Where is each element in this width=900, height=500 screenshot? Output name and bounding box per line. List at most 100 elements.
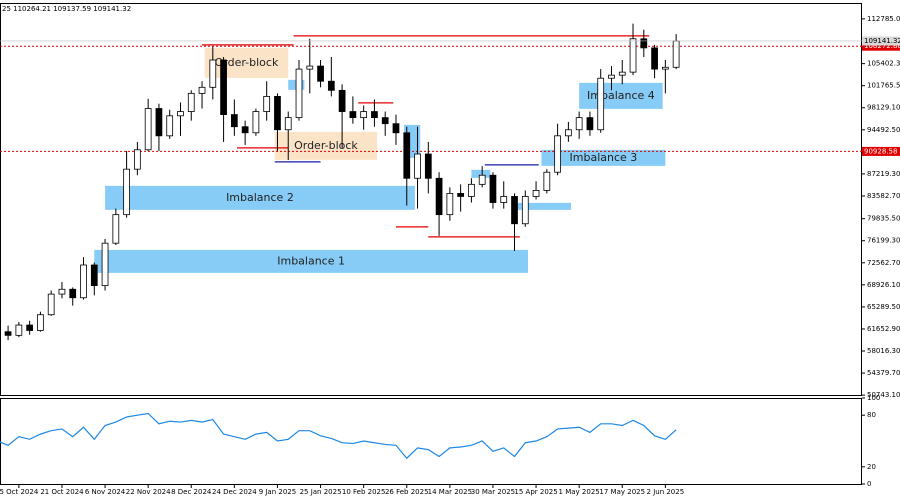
candle-body [112, 214, 120, 244]
candle-body [338, 89, 346, 112]
zone [471, 169, 491, 178]
candle-body [144, 108, 152, 151]
x-tick-label: 25 Jan 2025 [300, 488, 342, 496]
candle-body [672, 40, 680, 68]
candle-body [295, 68, 303, 119]
zone-label: Imbalance 4 [587, 89, 655, 102]
candle-body [15, 324, 23, 336]
candle-body [220, 59, 227, 115]
rsi-line [0, 412, 677, 460]
candle-body [371, 111, 378, 119]
x-tick-label: 10 Feb 2025 [342, 488, 386, 496]
candle-body [327, 80, 335, 91]
header: 25 110264.21 109137.59 109141.32 [2, 5, 131, 13]
zone [274, 131, 378, 160]
candle-body [306, 65, 314, 70]
candle-body [500, 196, 508, 203]
y-tick-label: 61652.90 [867, 325, 900, 333]
candle-body [101, 242, 109, 287]
zone-label: Imbalance 3 [570, 151, 638, 164]
candle-body [47, 293, 55, 316]
y-tick-label: 65289.50 [867, 303, 900, 311]
main-frame [0, 3, 862, 396]
level-label: 90928.58 [864, 147, 897, 155]
candle-body [26, 324, 33, 331]
x-tick-label: 5 Oct 2024 [0, 488, 39, 496]
y-tick-label: 76199.30 [867, 237, 900, 245]
rsi-tick-label: 80 [867, 411, 876, 419]
zone [579, 82, 663, 109]
y-tick-label: 54379.70 [867, 369, 900, 377]
y-tick-label: 87219.30 [867, 170, 900, 178]
candle-body [284, 117, 292, 131]
rsi-tick-label: 100 [867, 394, 880, 402]
candle-body [392, 123, 400, 134]
x-tick-label: 30 Mar 2025 [471, 488, 515, 496]
candle-body [317, 65, 324, 82]
candle-body [230, 114, 238, 128]
candle-body [263, 95, 271, 112]
level-badge [862, 41, 900, 51]
x-tick-label: 26 Feb 2025 [385, 488, 429, 496]
candle-body [424, 153, 432, 179]
candle-body [586, 117, 594, 131]
candle-body [198, 86, 206, 94]
candle-body [209, 59, 217, 88]
x-tick-label: 2 Jun 2025 [647, 488, 685, 496]
candle-body [651, 47, 658, 70]
y-tick-label: 79835.50 [867, 215, 900, 223]
zone [94, 249, 528, 273]
candle-body [381, 117, 389, 125]
zone [204, 47, 289, 78]
y-tick-label: 68926.10 [867, 281, 900, 289]
candle-body [608, 74, 615, 79]
candle-body [241, 126, 249, 134]
candle-body [177, 111, 184, 117]
y-tick-label: 98129.10 [867, 104, 900, 112]
candle-body [629, 38, 637, 73]
zone [511, 202, 572, 210]
candle-body [521, 196, 529, 225]
rsi-tick-label: 20 [867, 463, 876, 471]
candle-body [511, 196, 518, 225]
y-tick-label: 58016.30 [867, 347, 900, 355]
axes: 112785.00 105402.30 101765.50 98129.10 94492… [0, 15, 900, 496]
y-tick-label: 105402.30 [867, 60, 900, 68]
x-tick-label: 21 Oct 2024 [40, 488, 84, 496]
candle-body [478, 174, 486, 185]
rsi-tick-label: 0 [867, 480, 871, 488]
candle-body [349, 111, 357, 119]
x-tick-label: 14 Mar 2025 [428, 488, 472, 496]
candle-body [187, 92, 195, 112]
zone-label: Order-block [294, 139, 358, 152]
candle-body [166, 115, 174, 137]
candle-body [554, 135, 561, 173]
candle-body [565, 129, 572, 137]
candle-body [252, 111, 260, 134]
rsi-frame [0, 398, 862, 485]
candle-body [618, 71, 626, 76]
candle-body [661, 66, 669, 70]
candle-body [274, 95, 281, 131]
x-tick-label: 24 Dec 2024 [212, 488, 257, 496]
zone-label: Imbalance 2 [226, 191, 294, 204]
candle-body [575, 117, 583, 131]
level-badge [862, 146, 900, 156]
x-tick-label: 15 Apr 2025 [514, 488, 557, 496]
candle-body [155, 108, 163, 137]
candle-body [69, 288, 77, 299]
candle-body [532, 190, 540, 197]
candle-body [435, 177, 443, 216]
y-tick-label: 83582.70 [867, 192, 900, 200]
candle-body [468, 183, 475, 197]
y-tick-label: 101765.50 [867, 82, 900, 90]
zone [541, 149, 666, 166]
candle-body [457, 193, 464, 197]
x-tick-label: 9 Jan 2025 [259, 488, 297, 496]
candle-body [403, 132, 411, 179]
candle-body [446, 193, 454, 216]
candle-body [58, 288, 66, 295]
candle-body [134, 149, 141, 170]
candle-body [37, 314, 44, 331]
